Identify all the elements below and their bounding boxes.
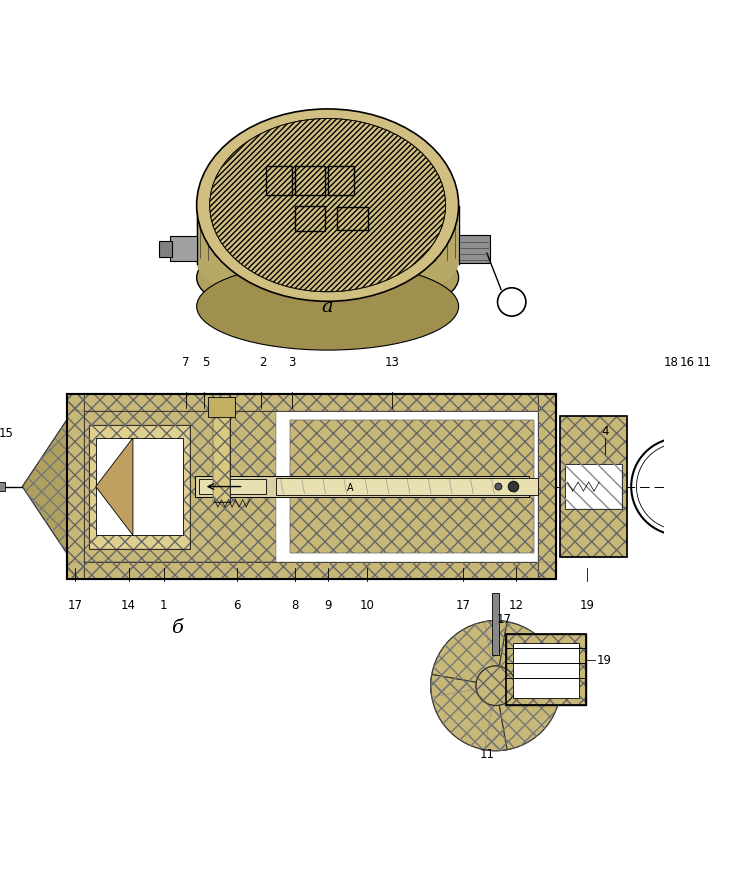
Bar (67, 393, 84, 579)
Bar (170, 237, 196, 261)
Polygon shape (430, 621, 507, 697)
Text: 57: 57 (339, 209, 366, 228)
Bar (560, 416, 627, 558)
Text: 15: 15 (0, 427, 13, 440)
Bar (212, 395, 230, 503)
Bar (84, 412, 538, 562)
Bar (84, 412, 276, 562)
Bar (290, 420, 534, 553)
Text: 3: 3 (289, 356, 296, 369)
Bar (514, 643, 579, 698)
Ellipse shape (196, 109, 458, 302)
Bar (565, 464, 622, 509)
Polygon shape (196, 205, 458, 307)
Bar (506, 635, 586, 705)
Text: 8: 8 (291, 599, 298, 612)
Bar (209, 397, 235, 417)
Text: 6: 6 (233, 599, 241, 612)
Text: 13: 13 (385, 356, 400, 369)
Bar (67, 393, 556, 579)
Text: 19: 19 (580, 599, 595, 612)
Text: 10: 10 (360, 599, 375, 612)
Bar (84, 412, 276, 562)
Bar (67, 393, 556, 579)
Text: а: а (322, 298, 334, 316)
Bar (506, 635, 586, 705)
Circle shape (476, 666, 515, 705)
Bar (200, 480, 266, 494)
Bar (276, 412, 538, 562)
Text: 18: 18 (664, 356, 679, 369)
Polygon shape (484, 621, 561, 697)
Text: 11: 11 (479, 748, 494, 761)
Text: Н: Н (331, 169, 351, 192)
Ellipse shape (210, 119, 446, 292)
Bar (88, 425, 190, 549)
Bar (67, 393, 556, 579)
Text: 4: 4 (601, 425, 608, 438)
Bar (67, 562, 556, 579)
Bar (0, 482, 4, 491)
Bar (560, 416, 627, 558)
Bar (212, 395, 230, 503)
Text: 11: 11 (698, 356, 712, 369)
Text: 19: 19 (597, 654, 612, 667)
Polygon shape (22, 420, 67, 553)
Text: 1: 1 (160, 599, 168, 612)
Circle shape (495, 483, 502, 490)
Bar (160, 241, 172, 257)
Text: 17: 17 (455, 599, 470, 612)
Text: М: М (298, 169, 322, 192)
Bar (195, 476, 530, 497)
Bar (458, 235, 490, 263)
Text: 17: 17 (68, 599, 83, 612)
Polygon shape (96, 438, 133, 535)
Circle shape (509, 482, 519, 492)
Text: П: П (268, 169, 290, 192)
Bar (538, 393, 556, 579)
Polygon shape (430, 675, 507, 751)
Text: 14: 14 (121, 599, 136, 612)
Text: -2: -2 (298, 208, 322, 228)
Ellipse shape (196, 263, 458, 350)
Bar (492, 593, 500, 655)
Polygon shape (484, 675, 561, 751)
Bar (212, 395, 230, 503)
Text: 7: 7 (182, 356, 190, 369)
Bar (67, 393, 556, 412)
Bar (276, 478, 538, 496)
Text: 17: 17 (497, 614, 512, 626)
Bar (560, 416, 627, 558)
Text: 5: 5 (202, 356, 209, 369)
Bar (67, 393, 84, 579)
Text: 12: 12 (509, 599, 524, 612)
Text: A: A (346, 483, 353, 493)
Text: 2: 2 (260, 356, 267, 369)
Bar (506, 635, 586, 705)
Text: б: б (171, 619, 183, 637)
Bar (88, 425, 190, 549)
Bar (67, 393, 556, 412)
Ellipse shape (196, 234, 458, 322)
Bar (565, 464, 622, 509)
Bar (67, 562, 556, 579)
Bar (538, 393, 556, 579)
Text: 16: 16 (680, 356, 694, 369)
Text: 9: 9 (324, 599, 332, 612)
Bar (290, 420, 534, 553)
Bar (96, 438, 183, 535)
